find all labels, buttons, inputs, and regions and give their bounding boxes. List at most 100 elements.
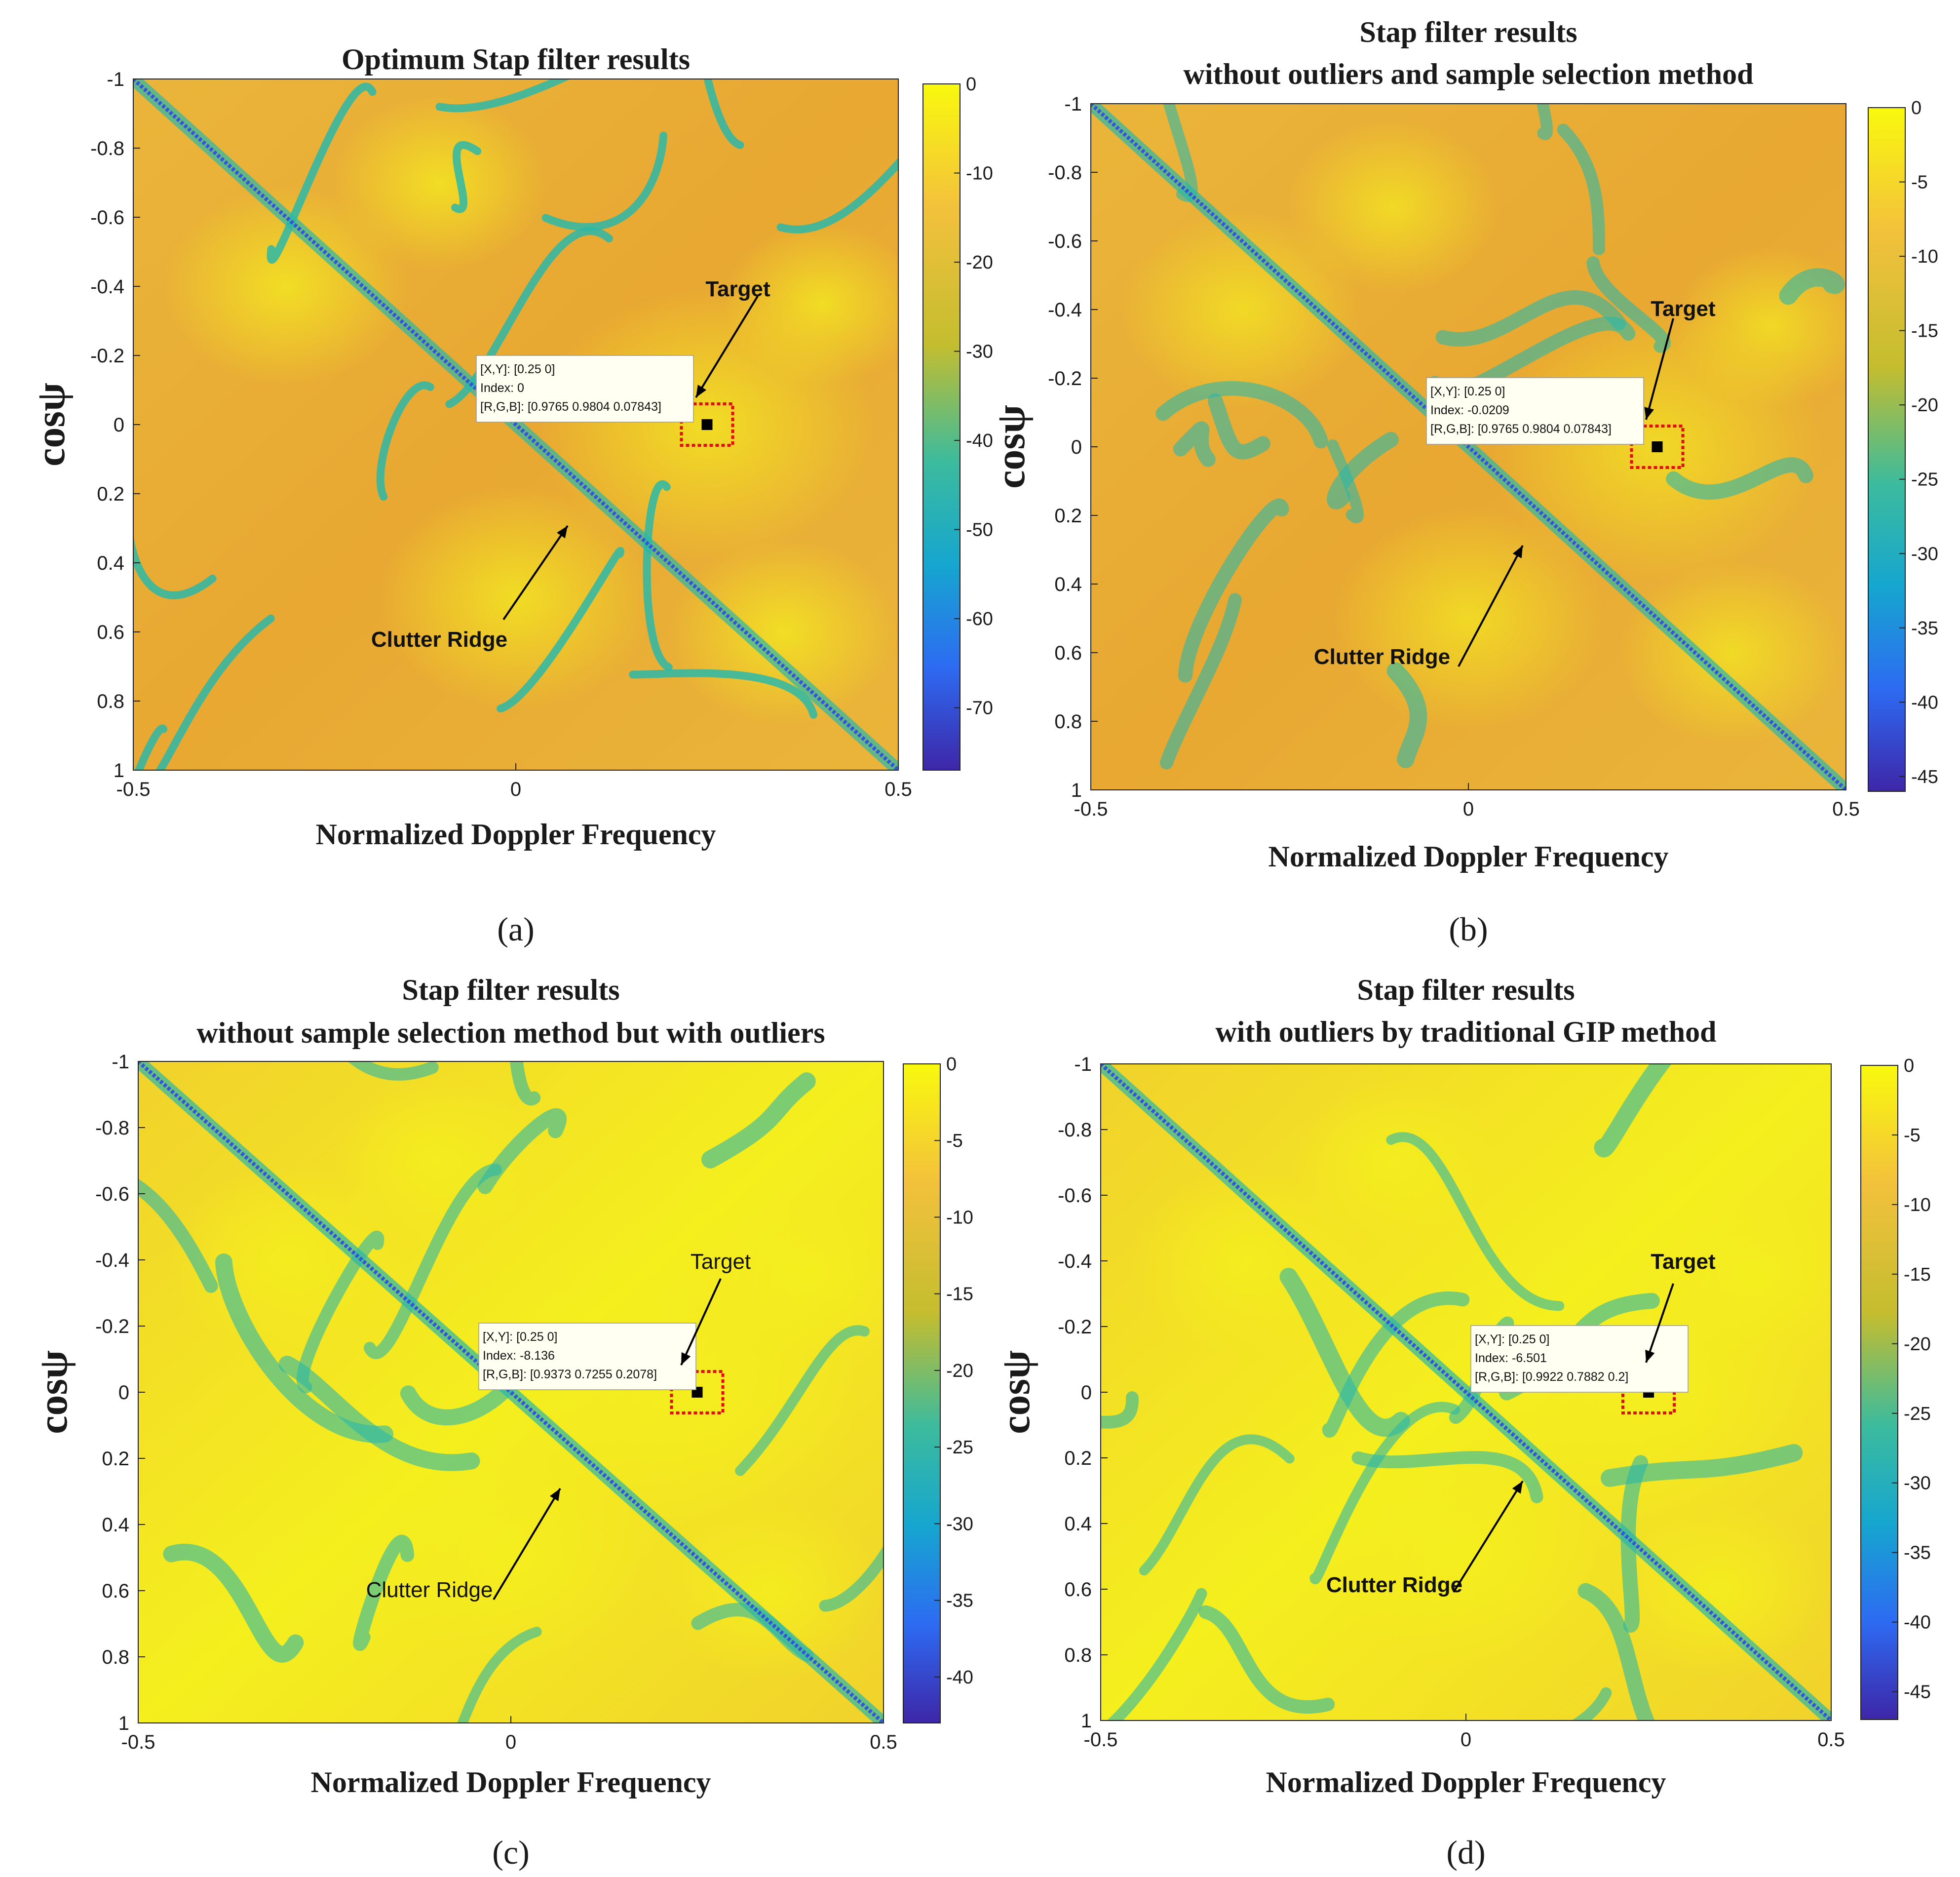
datatip-box	[478, 1323, 696, 1390]
datatip-line: [X,Y]: [0.25 0]	[1430, 385, 1505, 398]
bright-region	[722, 223, 898, 385]
null-contour	[1322, 1291, 1470, 1438]
colorbar-tick-label: -25	[946, 1437, 973, 1458]
colorbar-tick-label: -20	[946, 1361, 973, 1381]
null-contour	[1586, 256, 1671, 353]
y-tick-label: -0.6	[1058, 1185, 1092, 1207]
null-contour	[1571, 1687, 1612, 1721]
y-tick-label: 1	[118, 1713, 129, 1734]
x-tick-label: 0	[505, 1731, 516, 1753]
target-arrow	[1645, 1283, 1674, 1363]
colorbar-tick-label: -20	[966, 252, 993, 273]
clutter-ridge-line	[133, 79, 898, 770]
chart-title-line: Stap filter results	[402, 974, 619, 1006]
null-contour	[643, 480, 673, 671]
null-contour	[1435, 290, 1627, 347]
null-contour	[215, 1253, 393, 1443]
panel-label: (d)	[1446, 1834, 1485, 1871]
colorbar-tick-label: 0	[966, 74, 976, 95]
clutter-ridge-label: Clutter Ridge	[1314, 645, 1450, 669]
y-tick-label: 0.4	[1064, 1513, 1092, 1535]
null-contour	[1207, 393, 1270, 460]
null-contour	[1557, 123, 1605, 255]
null-contour	[1577, 1583, 1655, 1721]
panel-label: (c)	[492, 1834, 529, 1871]
colorbar-tick-label: -30	[1904, 1473, 1931, 1494]
y-tick-label: -0.4	[90, 276, 124, 298]
panel-label: (b)	[1449, 910, 1488, 948]
datatip-box	[1470, 1325, 1689, 1393]
null-contour	[451, 141, 482, 213]
y-tick-label: 0	[114, 414, 124, 436]
y-tick-label: 0.2	[1064, 1447, 1092, 1469]
colorbar-tick-label: -45	[1904, 1682, 1931, 1703]
heatmap-field	[138, 1061, 884, 1723]
bright-region	[1619, 560, 1846, 745]
colorbar-tick-label: -15	[1911, 321, 1938, 342]
colorbar-tick-label: -15	[1904, 1264, 1931, 1285]
heatmap-field	[1101, 1064, 1831, 1721]
clutter-arrow-head	[1512, 1481, 1523, 1494]
y-tick-label: 1	[114, 760, 124, 782]
colorbar-tick-label: 0	[946, 1054, 957, 1075]
null-contour	[1198, 1605, 1335, 1714]
datatip-line: Index: -8.136	[483, 1349, 555, 1363]
null-contour	[1601, 1444, 1803, 1487]
colorbar	[1868, 107, 1906, 792]
datatip-line: [R,G,B]: [0.9373 0.7255 0.2078]	[483, 1368, 657, 1381]
colorbar-tick-label: 0	[1904, 1056, 1914, 1076]
panel-d: -0.5 0 0.5 -1 -0.8 -0.6 -0.4 -0.2 0 0.2 0.4 0.6 0.8 1…	[993, 974, 1931, 1871]
target-arrow-head	[681, 1352, 691, 1365]
panel-label: (a)	[497, 910, 534, 948]
clutter-ridge-label: Clutter Ridge	[366, 1578, 493, 1602]
panel-b: -0.5 0 0.5 -1 -0.8 -0.6 -0.4 -0.2 0 0.2 0.4 0.6 0.8 1…	[988, 16, 1938, 948]
bright-region	[1121, 210, 1363, 409]
y-tick-label: 0.8	[1054, 711, 1082, 733]
datatip-line: Index: 0	[480, 381, 524, 395]
colorbar-tick-label: -30	[946, 1514, 973, 1534]
y-tick-label: 0.8	[1064, 1644, 1092, 1666]
y-tick-label: -0.4	[1048, 299, 1082, 321]
null-contour	[267, 82, 377, 264]
clutter-arrow	[502, 525, 569, 621]
colorbar-tick-label: -40	[1904, 1612, 1931, 1633]
colorbar-tick-label: -35	[1904, 1543, 1931, 1564]
bright-region	[1290, 1079, 1496, 1246]
null-contour	[353, 1534, 415, 1651]
colorbar-tick-label: -35	[1911, 618, 1938, 639]
target-box	[670, 1370, 725, 1414]
y-tick-label: 0.4	[102, 1514, 129, 1536]
y-tick-label: 1	[1081, 1710, 1092, 1732]
colorbar-tick-label: -5	[1904, 1125, 1921, 1146]
null-contour	[363, 1163, 502, 1359]
null-contour	[457, 1626, 542, 1723]
y-tick-label: -0.6	[95, 1183, 129, 1205]
null-contour	[1351, 1451, 1543, 1504]
target-arrow	[695, 295, 759, 398]
clutter-arrow-head	[1512, 546, 1523, 558]
null-contour	[138, 1178, 218, 1293]
colorbar-tick-label: -45	[1911, 767, 1938, 787]
colorbar-tick-label: -70	[966, 698, 993, 719]
x-tick-label: -0.5	[1074, 798, 1108, 820]
null-contour	[703, 79, 744, 149]
null-contour	[1779, 268, 1845, 305]
null-contour	[1620, 1455, 1649, 1633]
clutter-arrow	[1458, 545, 1524, 667]
null-contour	[1155, 381, 1328, 449]
bright-region	[660, 1501, 884, 1680]
null-contour	[1101, 1391, 1139, 1429]
chart-title-line: with outliers by traditional GIP method	[1215, 1016, 1716, 1048]
null-contour	[1327, 431, 1399, 509]
null-contour	[435, 79, 571, 113]
datatip-line: [R,G,B]: [0.9922 0.7882 0.2]	[1475, 1370, 1628, 1384]
target-point	[1652, 441, 1663, 452]
x-tick-label: -0.5	[121, 1731, 155, 1753]
null-contour	[1309, 1402, 1460, 1585]
colorbar-tick-label: -40	[1911, 692, 1938, 713]
x-tick-label: 0	[510, 779, 521, 800]
y-tick-label: 0.6	[1064, 1579, 1092, 1601]
datatip-line: Index: -0.0209	[1430, 403, 1509, 417]
y-tick-label: -1	[1074, 1054, 1092, 1075]
datatip-line: [X,Y]: [0.25 0]	[1475, 1332, 1549, 1346]
